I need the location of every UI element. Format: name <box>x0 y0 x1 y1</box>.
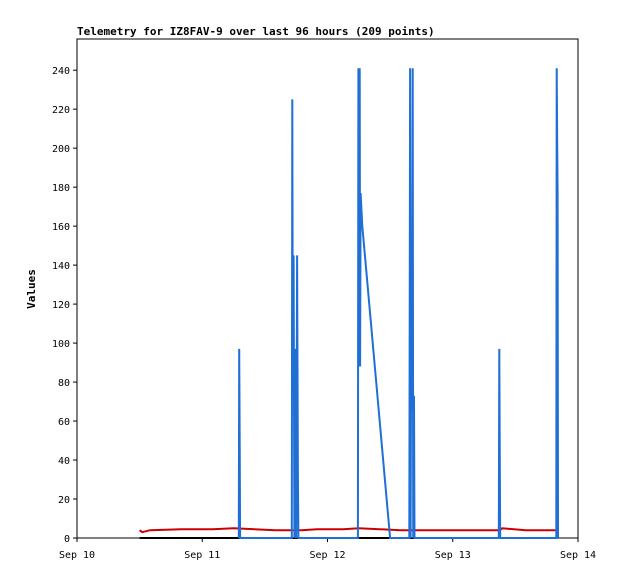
y-tick-label: 60 <box>58 417 70 428</box>
x-tick-label: Sep 12 <box>309 550 345 561</box>
x-tick-label: Sep 14 <box>560 550 596 561</box>
y-tick-label: 240 <box>52 66 70 77</box>
x-tick-label: Sep 10 <box>59 550 95 561</box>
y-tick-label: 200 <box>52 144 70 155</box>
y-tick-label: 100 <box>52 339 70 350</box>
series-line-2 <box>237 68 559 539</box>
y-tick-label: 120 <box>52 300 70 311</box>
chart-title: Telemetry for IZ8FAV-9 over last 96 hour… <box>77 25 435 38</box>
x-tick-label: Sep 13 <box>435 550 471 561</box>
y-tick-label: 40 <box>58 456 70 467</box>
y-tick-label: 160 <box>52 222 70 233</box>
y-tick-label: 20 <box>58 495 70 506</box>
y-axis: 0 20 40 60 80 100 120 140 160 180 200 220 240 <box>52 66 77 545</box>
y-tick-label: 180 <box>52 183 70 194</box>
x-axis: Sep 10 Sep 11 Sep 12 Sep 13 Sep 14 <box>59 538 596 561</box>
plot-area-frame <box>76 38 579 539</box>
y-tick-label: 220 <box>52 105 70 116</box>
y-tick-label: 80 <box>58 378 70 389</box>
y-axis-label: Values <box>25 269 38 309</box>
y-tick-label: 140 <box>52 261 70 272</box>
x-tick-label: Sep 11 <box>184 550 220 561</box>
y-tick-label: 0 <box>64 534 70 545</box>
series-layer <box>138 68 559 539</box>
